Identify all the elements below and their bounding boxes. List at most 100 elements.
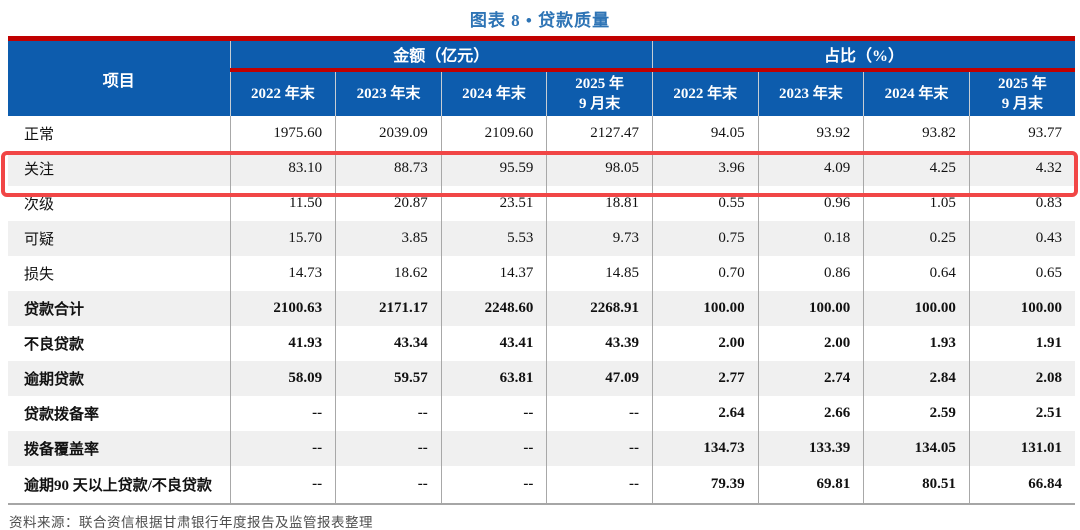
table-row-highlighted: 关注 83.10 88.73 95.59 98.05 3.96 4.09 4.25 4.32 — [8, 151, 1075, 186]
cell-value: -- — [335, 431, 442, 466]
cell-value: 2039.09 — [335, 116, 442, 151]
group-header-row: 项目 金额（亿元） 占比（%） — [8, 38, 1075, 116]
cell-value: 2.66 — [758, 396, 865, 431]
cell-value: 43.34 — [335, 326, 442, 361]
row-label: 贷款拨备率 — [8, 396, 231, 431]
cell-value: 0.70 — [652, 256, 759, 291]
cell-value: -- — [335, 466, 442, 505]
table-row: 贷款合计 2100.63 2171.17 2248.60 2268.91 100.00 10… — [8, 291, 1075, 326]
row-label: 次级 — [8, 186, 231, 221]
cell-value: 69.81 — [758, 466, 865, 505]
cell-value: 2.00 — [758, 326, 865, 361]
column-header-0: 2022 年末 — [230, 69, 337, 116]
cell-value: 43.41 — [441, 326, 548, 361]
cell-value: 0.75 — [652, 221, 759, 256]
row-label: 不良贷款 — [8, 326, 231, 361]
cell-value: -- — [441, 431, 548, 466]
cell-value: 0.18 — [758, 221, 865, 256]
cell-value: 100.00 — [652, 291, 759, 326]
row-label: 贷款合计 — [8, 291, 231, 326]
cell-value: 4.32 — [969, 151, 1075, 186]
cell-value: 131.01 — [969, 431, 1075, 466]
column-header-6: 2024 年末 — [863, 69, 970, 116]
cell-value: 2109.60 — [441, 116, 548, 151]
cell-value: 41.93 — [230, 326, 337, 361]
column-header-item: 项目 — [8, 38, 231, 116]
cell-value: 1975.60 — [230, 116, 337, 151]
cell-value: 2268.91 — [546, 291, 653, 326]
cell-value: 0.96 — [758, 186, 865, 221]
cell-value: 1.05 — [863, 186, 970, 221]
column-header-7: 2025 年 9 月末 — [969, 69, 1075, 116]
column-header-4: 2022 年末 — [652, 69, 759, 116]
group-header-amount: 金额（亿元） — [230, 38, 653, 72]
row-label: 可疑 — [8, 221, 231, 256]
cell-value: 4.09 — [758, 151, 865, 186]
cell-value: 66.84 — [969, 466, 1075, 505]
row-label: 正常 — [8, 116, 231, 151]
cell-value: 2.51 — [1035, 405, 1062, 421]
cell-value: 2.84 — [863, 361, 970, 396]
cell-value: 15.70 — [230, 221, 337, 256]
column-header-5: 2023 年末 — [758, 69, 865, 116]
cell-value: 93.92 — [758, 116, 865, 151]
cell-value: 4.25 — [863, 151, 970, 186]
cell-value: 2248.60 — [441, 291, 548, 326]
cell-value: 2171.17 — [335, 291, 442, 326]
table-row: 拨备覆盖率 -- -- -- -- 134.73 133.39 134.05 131.01 — [8, 431, 1075, 466]
cell-value: 0.65 — [1035, 265, 1062, 281]
cell-value: 100.00 — [758, 291, 865, 326]
cell-value: 134.73 — [652, 431, 759, 466]
table-row: 不良贷款 41.93 43.34 43.41 43.39 2.00 2.00 1.93 1.91 — [8, 326, 1075, 361]
cell-value: 0.55 — [652, 186, 759, 221]
column-header-2: 2024 年末 — [441, 69, 548, 116]
cell-value: -- — [335, 396, 442, 431]
cell-value: 5.53 — [441, 221, 548, 256]
cell-value: 2.64 — [652, 396, 759, 431]
cell-value: 14.37 — [441, 256, 548, 291]
cell-value: 63.81 — [441, 361, 548, 396]
cell-value: 14.85 — [546, 256, 653, 291]
cell-value: 95.59 — [441, 151, 548, 186]
cell-value: 1.91 — [1035, 335, 1062, 351]
cell-value: 88.73 — [335, 151, 442, 186]
cell-value: 59.57 — [335, 361, 442, 396]
cell-value: 3.85 — [335, 221, 442, 256]
table-row: 损失 14.73 18.62 14.37 14.85 0.70 0.86 0.64 0.65 — [8, 256, 1075, 291]
cell-value: 100.00 — [863, 291, 970, 326]
cell-value: 79.39 — [652, 466, 759, 505]
cell-value: 47.09 — [546, 361, 653, 396]
cell-value: 133.39 — [758, 431, 865, 466]
cell-value: 94.05 — [652, 116, 759, 151]
cell-value: 98.05 — [546, 151, 653, 186]
cell-value: 18.81 — [546, 186, 653, 221]
cell-value: 2.74 — [758, 361, 865, 396]
cell-value: 2.00 — [652, 326, 759, 361]
cell-value: 0.25 — [863, 221, 970, 256]
row-label: 拨备覆盖率 — [8, 431, 231, 466]
cell-value: 134.05 — [863, 431, 970, 466]
table-body: 正常 1975.60 2039.09 2109.60 2127.47 94.05 93.92… — [8, 116, 1075, 505]
cell-value: -- — [441, 396, 548, 431]
cell-value: 11.50 — [230, 186, 337, 221]
row-label: 损失 — [8, 256, 231, 291]
cell-value: 93.82 — [863, 116, 970, 151]
table-row: 正常 1975.60 2039.09 2109.60 2127.47 94.05 93.92… — [8, 116, 1075, 151]
cell-value: 2.08 — [969, 361, 1075, 396]
row-label: 关注 — [8, 151, 231, 186]
cell-value: 1.93 — [863, 326, 970, 361]
cell-value: 2127.47 — [546, 116, 653, 151]
cell-value: -- — [546, 466, 653, 505]
cell-value: -- — [546, 431, 653, 466]
cell-value: 0.43 — [969, 221, 1075, 256]
cell-value: 58.09 — [230, 361, 337, 396]
table-row: 次级 11.50 20.87 23.51 18.81 0.55 0.96 1.05 0.83 — [8, 186, 1075, 221]
cell-value: -- — [230, 431, 337, 466]
cell-value: 100.00 — [969, 291, 1075, 326]
cell-value: -- — [230, 396, 337, 431]
cell-value: -- — [546, 396, 653, 431]
row-label: 逾期贷款 — [8, 361, 231, 396]
cell-value: 93.77 — [1028, 125, 1062, 141]
column-header-1: 2023 年末 — [335, 69, 442, 116]
